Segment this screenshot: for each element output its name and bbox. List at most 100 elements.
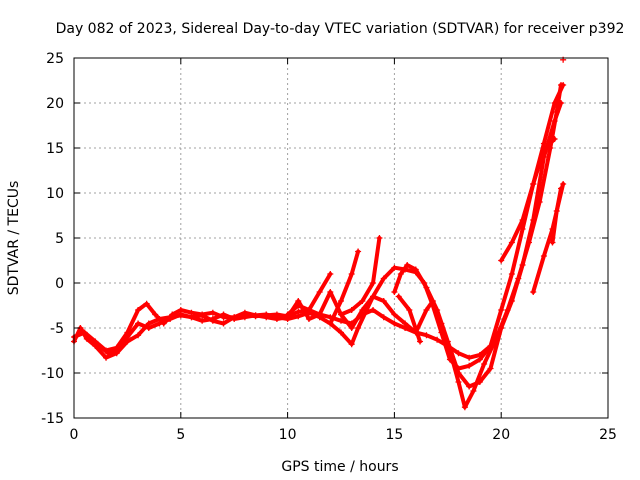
data-point-marker	[209, 316, 216, 322]
series-arc-d	[338, 235, 383, 318]
data-point-marker	[476, 356, 483, 363]
data-point-marker	[177, 311, 184, 318]
series-line	[72, 101, 563, 360]
data-point-marker	[402, 320, 409, 327]
data-point-marker	[167, 316, 174, 322]
data-point-marker	[466, 362, 473, 369]
data-point-marker	[391, 311, 398, 318]
series-line	[392, 263, 504, 389]
data-point-marker	[455, 370, 462, 376]
x-axis-title: GPS time / hours	[281, 459, 398, 475]
x-tick-label: 10	[279, 427, 297, 443]
data-point-marker	[338, 298, 344, 304]
data-point-marker	[444, 338, 451, 345]
data-point-marker	[338, 329, 344, 336]
series-line	[72, 137, 557, 371]
data-point-marker	[553, 109, 560, 115]
data-point-marker	[547, 145, 554, 151]
data-point-marker	[455, 350, 462, 357]
data-point-marker	[370, 307, 377, 313]
data-point-marker	[540, 140, 547, 147]
y-tick-label: 0	[55, 276, 64, 292]
data-point-marker	[504, 307, 511, 313]
data-point-marker	[560, 82, 567, 88]
data-point-marker	[461, 404, 468, 411]
series-arc-b	[71, 136, 558, 372]
data-point-marker	[263, 314, 270, 321]
data-point-marker	[481, 361, 488, 367]
x-tick-label: 25	[599, 427, 617, 443]
data-point-marker	[135, 320, 142, 327]
data-point-marker	[423, 307, 430, 313]
series-arc-f	[284, 271, 334, 318]
data-point-marker	[152, 311, 159, 318]
data-point-marker	[284, 311, 291, 318]
data-point-marker	[515, 275, 522, 282]
y-tick-label: 25	[46, 51, 64, 67]
data-point-marker	[359, 298, 366, 304]
axis-ticks: 0 5 10 15 20 25 -15 -10 -5 0 5 10 15 20 25	[41, 51, 617, 443]
data-point-marker	[355, 248, 362, 255]
data-point-marker	[508, 271, 515, 277]
y-tick-label: 15	[46, 141, 64, 157]
x-tick-label: 15	[385, 427, 403, 443]
series-arc-a	[71, 100, 565, 361]
data-point-marker	[487, 365, 494, 372]
data-point-marker	[376, 235, 383, 241]
data-point-marker	[423, 284, 430, 291]
data-point-marker	[348, 307, 355, 313]
data-point-marker	[241, 314, 248, 321]
data-point-marker	[553, 208, 560, 214]
data-point-marker	[188, 314, 195, 321]
data-point-marker	[423, 332, 430, 339]
data-point-marker	[498, 307, 505, 313]
data-point-marker	[135, 307, 142, 313]
data-point-marker	[530, 181, 537, 187]
x-tick-label: 20	[492, 427, 510, 443]
data-point-marker	[434, 307, 441, 313]
data-point-marker	[135, 332, 142, 339]
data-point-marker	[530, 289, 537, 295]
data-point-marker	[252, 312, 259, 319]
data-point-marker	[295, 313, 302, 320]
data-point-marker	[199, 317, 206, 324]
data-point-marker	[305, 316, 312, 322]
data-point-marker	[156, 320, 163, 327]
data-point-marker	[338, 317, 344, 324]
series-arc-c	[77, 82, 565, 411]
data-point-marker	[348, 325, 355, 331]
data-point-marker	[338, 311, 344, 318]
data-point-marker	[549, 239, 556, 246]
data-point-marker	[412, 266, 419, 273]
data-point-marker	[536, 199, 543, 205]
data-point-marker	[327, 271, 334, 277]
data-point-marker	[273, 316, 280, 322]
y-tick-label: -15	[41, 411, 64, 427]
data-point-marker	[348, 341, 355, 348]
data-point-marker	[525, 239, 532, 246]
data-point-marker	[316, 289, 323, 295]
data-point-marker	[498, 257, 505, 264]
data-point-marker	[143, 300, 150, 307]
data-point-marker	[370, 293, 377, 300]
data-point-marker	[209, 309, 216, 316]
data-point-marker	[397, 271, 404, 277]
data-point-marker	[519, 217, 526, 223]
data-point-marker	[380, 314, 387, 321]
data-point-marker	[417, 338, 424, 345]
data-point-marker	[406, 307, 413, 313]
chart-title: Day 082 of 2023, Sidereal Day-to-day VTE…	[56, 21, 625, 37]
series-arc-j	[395, 293, 424, 345]
y-tick-label: 10	[46, 186, 64, 202]
y-tick-label: 5	[55, 231, 64, 247]
data-point-marker	[380, 275, 387, 282]
series-arc-g	[391, 262, 505, 390]
y-tick-label: -10	[41, 366, 64, 382]
data-point-marker	[105, 350, 112, 357]
data-point-marker	[96, 343, 103, 349]
data-point-marker	[305, 307, 312, 313]
x-tick-label: 0	[70, 427, 79, 443]
data-point-marker	[370, 280, 377, 286]
data-point-marker	[540, 253, 547, 259]
